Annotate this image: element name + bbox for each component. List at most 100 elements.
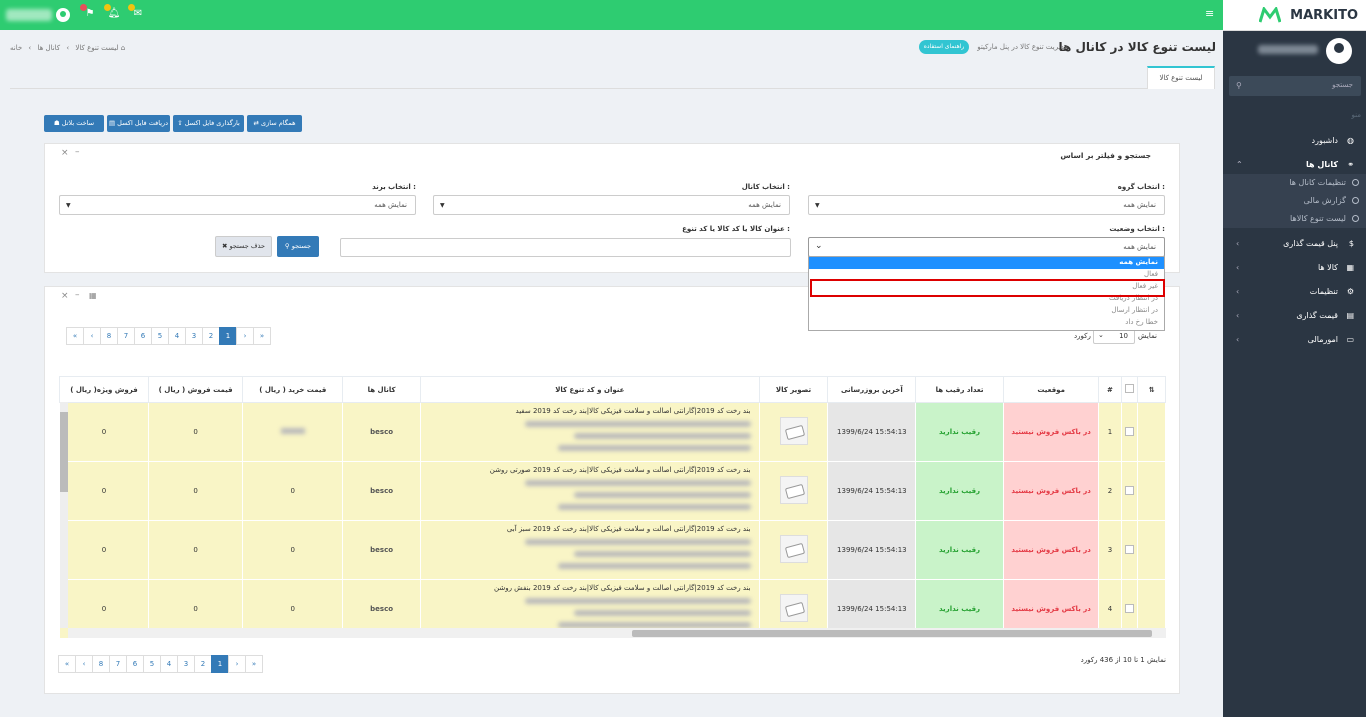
status-option-inactive[interactable]: غیر فعال bbox=[1132, 282, 1158, 290]
page-next[interactable]: › bbox=[228, 655, 246, 673]
build-bundle-button[interactable]: ☗ ساخت بلاتل bbox=[44, 115, 104, 132]
status-option-awaiting-send[interactable]: در انتظار ارسال bbox=[1111, 306, 1158, 314]
row-checkbox[interactable] bbox=[1120, 461, 1139, 521]
close-icon[interactable]: × bbox=[61, 148, 69, 158]
sidebar-sub-variant-list[interactable]: لیست تنوع کالاها bbox=[1223, 210, 1366, 228]
page-1[interactable]: 1 bbox=[211, 655, 229, 673]
top-pagination[interactable]: « ‹ 8 7 6 5 4 3 2 1 › » bbox=[66, 327, 271, 345]
row-checkbox[interactable] bbox=[1120, 520, 1139, 580]
page-8[interactable]: 8 bbox=[100, 327, 118, 345]
product-image[interactable] bbox=[758, 402, 829, 462]
sidebar-search-input[interactable]: جستجو bbox=[1229, 76, 1361, 96]
search-button[interactable]: ⚲ جستجو bbox=[277, 236, 319, 257]
sidebar-item-channels[interactable]: ⚭ ⌃ کانال ها bbox=[1236, 160, 1354, 169]
status-option-all[interactable]: نمایش همه bbox=[809, 257, 1164, 269]
sidebar-sub-channel-settings[interactable]: تنظیمات کانال ها bbox=[1223, 174, 1366, 192]
col-title[interactable]: عنوان و کد تنوع کالا bbox=[419, 376, 760, 403]
table-row[interactable]: 2 در باکس فروش نیستید رقیب ندارید 15:54:13 … bbox=[59, 461, 1166, 521]
col-buy-price[interactable]: قیمت خرید ( ریال ) bbox=[242, 376, 344, 403]
page-2[interactable]: 2 bbox=[202, 327, 220, 345]
brand-select[interactable]: نمایش همه ▼ bbox=[59, 195, 416, 215]
page-5[interactable]: 5 bbox=[151, 327, 169, 345]
page-2[interactable]: 2 bbox=[194, 655, 212, 673]
sort-icon[interactable]: ⇅ bbox=[1137, 376, 1166, 403]
page-8[interactable]: 8 bbox=[92, 655, 110, 673]
col-channels[interactable]: کانال ها bbox=[342, 376, 421, 403]
product-thumbnail[interactable] bbox=[779, 535, 808, 563]
hamburger-icon[interactable]: ≡ bbox=[1205, 7, 1215, 20]
col-sell-price[interactable]: قیمت فروش ( ریال ) bbox=[147, 376, 244, 403]
col-number[interactable]: # bbox=[1098, 376, 1122, 403]
product-thumbnail[interactable] bbox=[779, 417, 808, 445]
col-special-price[interactable]: فروش ویژه( ریال ) bbox=[59, 376, 149, 403]
status-option-active[interactable]: فعال bbox=[1144, 270, 1158, 278]
collapse-icon[interactable]: – bbox=[75, 147, 80, 157]
row-checkbox[interactable] bbox=[1120, 402, 1139, 462]
page-last[interactable]: » bbox=[245, 655, 263, 673]
sidebar-item-settings[interactable]: ⚙ ‹ تنظیمات bbox=[1236, 287, 1354, 296]
clear-search-button[interactable]: ✖ حذف جستجو bbox=[215, 236, 272, 257]
col-updated[interactable]: آخرین بروزرسانی bbox=[827, 376, 917, 403]
close-icon[interactable]: × bbox=[61, 291, 69, 301]
vertical-scroll-thumb[interactable] bbox=[60, 412, 68, 492]
col-status[interactable]: موقعیت bbox=[1002, 376, 1100, 403]
page-4[interactable]: 4 bbox=[168, 327, 186, 345]
sidebar-item-pricing-panel[interactable]: $ ‹ پنل قیمت گذاری bbox=[1236, 239, 1354, 248]
select-all-checkbox[interactable] bbox=[1120, 376, 1139, 403]
page-6[interactable]: 6 bbox=[134, 327, 152, 345]
channel-select[interactable]: نمایش همه ▼ bbox=[433, 195, 790, 215]
horizontal-scroll-thumb[interactable] bbox=[632, 630, 1152, 637]
horizontal-scrollbar[interactable] bbox=[68, 628, 1166, 638]
top-user-name[interactable] bbox=[6, 9, 52, 21]
page-7[interactable]: 7 bbox=[117, 327, 135, 345]
breadcrumb-home[interactable]: خانه bbox=[10, 44, 23, 52]
product-thumbnail[interactable] bbox=[779, 594, 808, 622]
bell-icon[interactable]: 🔔︎ bbox=[104, 4, 121, 21]
sidebar-sub-finance-report[interactable]: گزارش مالی bbox=[1223, 192, 1366, 210]
flag-icon[interactable]: ⚑ bbox=[80, 4, 97, 21]
help-button[interactable]: راهنمای استفاده bbox=[919, 40, 969, 54]
page-6[interactable]: 6 bbox=[126, 655, 144, 673]
envelope-icon[interactable]: ✉ bbox=[128, 4, 145, 21]
group-select[interactable]: نمایش همه ▼ bbox=[808, 195, 1165, 215]
page-3[interactable]: 3 bbox=[185, 327, 203, 345]
col-rivals[interactable]: تعداد رقیب ها bbox=[915, 376, 1004, 403]
product-title[interactable]: بند رخت کد 2019|گارانتی اصالت و سلامت فی… bbox=[506, 525, 751, 533]
page-1[interactable]: 1 bbox=[219, 327, 237, 345]
page-7[interactable]: 7 bbox=[109, 655, 127, 673]
bottom-pagination[interactable]: « ‹ 8 7 6 5 4 3 2 1 › » bbox=[58, 655, 263, 673]
product-image[interactable] bbox=[758, 520, 829, 580]
sidebar-item-pricing[interactable]: ▤ ‹ قیمت گذاری bbox=[1236, 311, 1354, 320]
product-title[interactable]: بند رخت کد 2019|گارانتی اصالت و سلامت فی… bbox=[489, 466, 751, 474]
page-prev[interactable]: ‹ bbox=[83, 327, 101, 345]
page-first[interactable]: « bbox=[58, 655, 76, 673]
status-option-error[interactable]: خطا رخ داد bbox=[1125, 318, 1158, 326]
breadcrumb-channels[interactable]: کانال ها bbox=[37, 44, 61, 52]
product-thumbnail[interactable] bbox=[779, 476, 808, 504]
page-4[interactable]: 4 bbox=[160, 655, 178, 673]
row-checkbox[interactable] bbox=[1120, 579, 1139, 639]
title-search-input[interactable] bbox=[340, 238, 791, 257]
product-title[interactable]: بند رخت کد 2019|گارانتی اصالت و سلامت فی… bbox=[515, 407, 751, 415]
sidebar-item-products[interactable]: ▦ ‹ کالا ها bbox=[1236, 263, 1354, 272]
page-prev[interactable]: ‹ bbox=[75, 655, 93, 673]
top-avatar[interactable] bbox=[56, 8, 70, 22]
status-select[interactable]: نمایش همه ⌄ bbox=[808, 237, 1165, 257]
sidebar-avatar[interactable] bbox=[1326, 38, 1352, 64]
page-5[interactable]: 5 bbox=[143, 655, 161, 673]
upload-excel-button[interactable]: ⇪ بارگذاری فایل اکسل bbox=[173, 115, 244, 132]
col-image[interactable]: تصویر کالا bbox=[758, 376, 829, 403]
sync-button[interactable]: ⇄ همگام سازی bbox=[247, 115, 302, 132]
product-title[interactable]: بند رخت کد 2019|گارانتی اصالت و سلامت فی… bbox=[494, 584, 751, 592]
sidebar-item-finance[interactable]: ▭ ‹ امورمالی bbox=[1236, 335, 1354, 344]
vertical-scrollbar[interactable] bbox=[60, 402, 68, 628]
page-3[interactable]: 3 bbox=[177, 655, 195, 673]
download-excel-button[interactable]: ▤ دریافت فایل اکسل bbox=[107, 115, 170, 132]
collapse-icon[interactable]: – bbox=[75, 290, 80, 300]
grid-icon[interactable]: ▦ bbox=[89, 291, 97, 300]
page-last[interactable]: » bbox=[253, 327, 271, 345]
table-row[interactable]: 1 در باکس فروش نیستید رقیب ندارید 15:54:13 … bbox=[59, 402, 1166, 462]
product-image[interactable] bbox=[758, 461, 829, 521]
tab-variant-list[interactable]: لیست تنوع کالا bbox=[1147, 66, 1215, 89]
sidebar-item-dashboard[interactable]: ◍ داشبورد bbox=[1311, 136, 1354, 145]
